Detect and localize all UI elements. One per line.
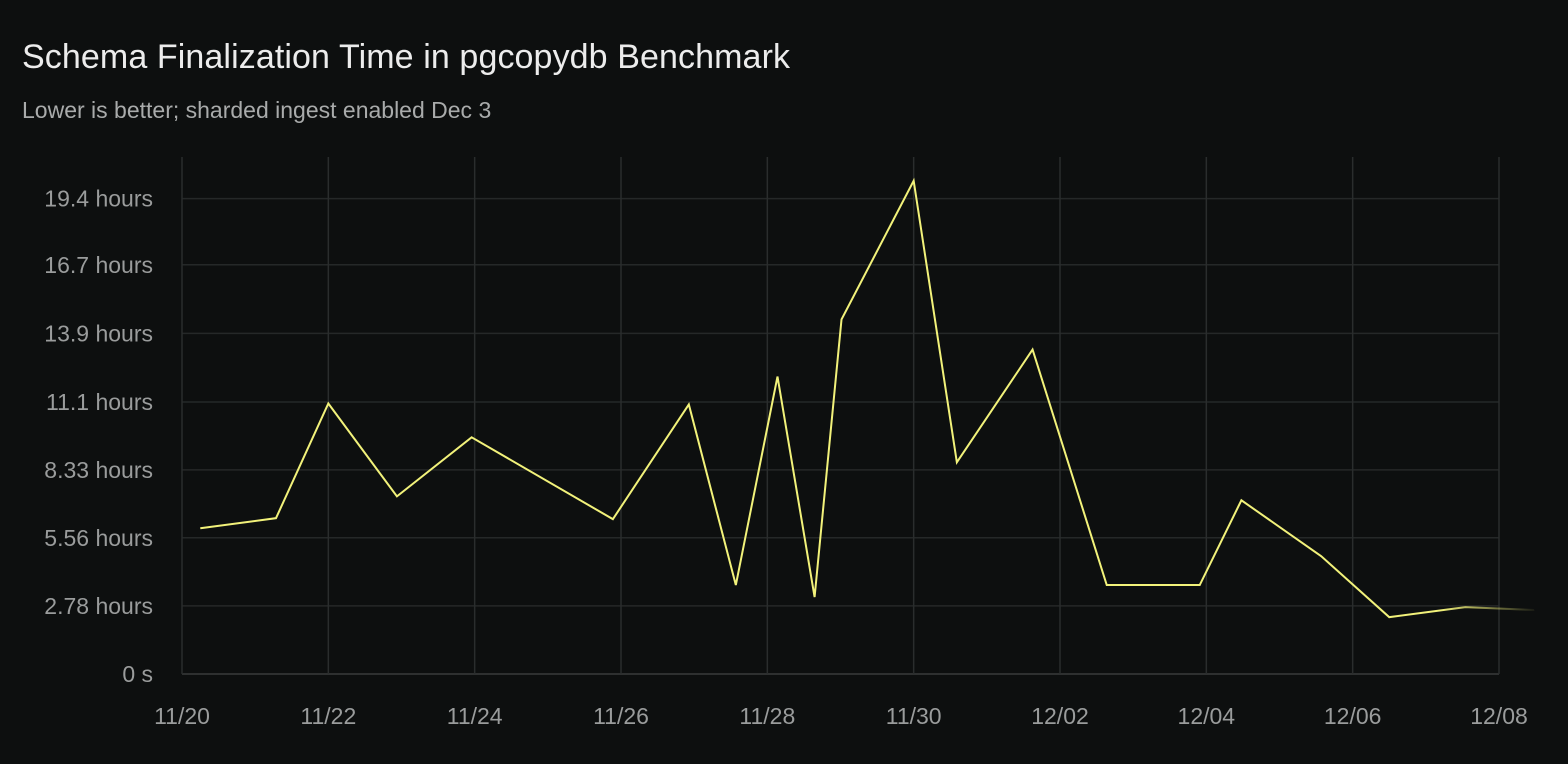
y-tick-label: 16.7 hours xyxy=(44,252,153,278)
x-tick-label: 11/24 xyxy=(447,703,503,729)
x-tick-label: 11/28 xyxy=(739,703,795,729)
y-tick-label: 8.33 hours xyxy=(44,457,153,483)
y-tick-label: 19.4 hours xyxy=(44,186,153,212)
x-tick-label: 11/22 xyxy=(300,703,356,729)
x-tick-label: 12/08 xyxy=(1470,703,1528,729)
x-tick-label: 12/06 xyxy=(1324,703,1382,729)
y-tick-label: 11.1 hours xyxy=(46,389,153,415)
y-tick-label: 13.9 hours xyxy=(44,320,153,346)
x-tick-label: 11/26 xyxy=(593,703,649,729)
x-tick-label: 12/04 xyxy=(1178,703,1236,729)
series-line xyxy=(200,177,1535,619)
chart-subtitle: Lower is better; sharded ingest enabled … xyxy=(22,97,492,123)
y-tick-label: 0 s xyxy=(122,661,153,687)
y-tick-label: 5.56 hours xyxy=(44,525,153,551)
y-tick-label: 2.78 hours xyxy=(44,593,153,619)
x-tick-label: 12/02 xyxy=(1031,703,1089,729)
x-tick-label: 11/30 xyxy=(886,703,942,729)
x-tick-label: 11/20 xyxy=(154,703,210,729)
chart-title: Schema Finalization Time in pgcopydb Ben… xyxy=(22,38,791,76)
